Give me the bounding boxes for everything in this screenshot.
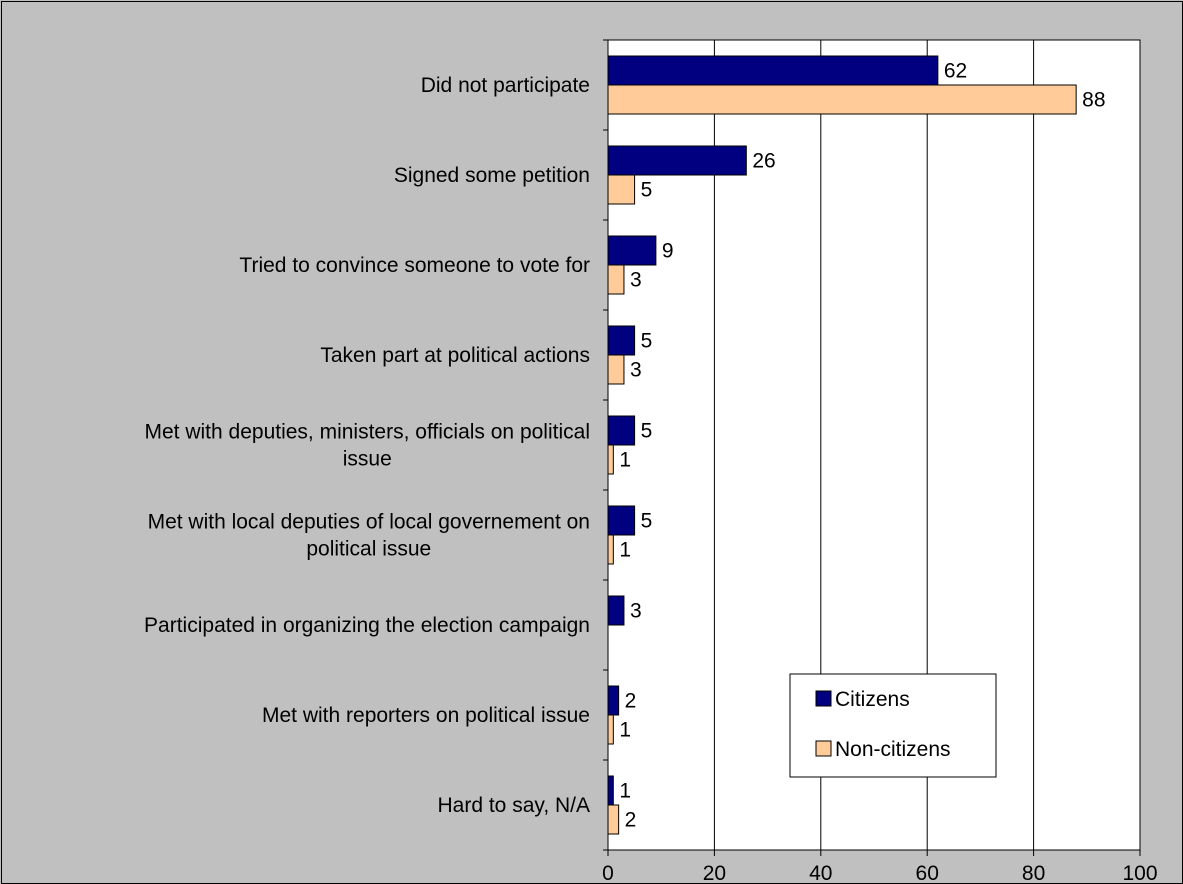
data-label: 3 [630, 600, 642, 623]
x-tick-label: 20 [703, 862, 726, 883]
data-label: 3 [630, 269, 642, 292]
x-tick-label: 0 [602, 862, 614, 883]
bar-citizens [607, 145, 747, 176]
bar-citizens [607, 55, 939, 86]
data-label: 62 [944, 60, 967, 83]
bar-non-citizens [607, 714, 614, 745]
bar-non-citizens [607, 264, 625, 295]
legend-swatch [815, 740, 832, 757]
data-label: 1 [619, 719, 631, 742]
bar-citizens [607, 595, 625, 626]
legend-swatch [815, 690, 832, 707]
bar-citizens [607, 415, 636, 446]
legend-label: Citizens [835, 688, 910, 711]
data-label: 88 [1082, 89, 1105, 112]
x-tick-label: 100 [1122, 862, 1157, 883]
x-tick-label: 40 [809, 862, 832, 883]
data-label: 2 [625, 809, 637, 832]
category-label: Participated in organizing the election … [144, 614, 590, 637]
data-label: 1 [619, 449, 631, 472]
category-label: Hard to say, N/A [438, 794, 591, 817]
data-label: 5 [641, 420, 653, 443]
data-label: 9 [662, 240, 674, 263]
data-label: 2 [625, 690, 637, 713]
category-label: Tried to convince someone to vote for [239, 254, 590, 277]
data-label: 3 [630, 359, 642, 382]
category-label: Signed some petition [394, 164, 590, 187]
bar-non-citizens [607, 804, 620, 835]
data-label: 1 [619, 539, 631, 562]
data-label: 26 [752, 150, 775, 173]
bar-non-citizens [607, 84, 1077, 115]
data-label: 1 [619, 780, 631, 803]
bar-non-citizens [607, 444, 614, 475]
category-label: Met with reporters on political issue [262, 704, 590, 727]
category-label: Did not participate [421, 74, 590, 97]
data-label: 5 [641, 330, 653, 353]
bar-non-citizens [607, 354, 625, 385]
category-label: Met with deputies, ministers, officials … [145, 421, 590, 471]
bar-citizens [607, 325, 636, 356]
bar-citizens [607, 505, 636, 536]
data-label: 5 [641, 510, 653, 533]
category-label: Met with local deputies of local governe… [148, 511, 590, 561]
bar-citizens [607, 235, 657, 266]
x-tick-label: 60 [916, 862, 939, 883]
bar-non-citizens [607, 534, 614, 565]
category-label: Taken part at political actions [320, 344, 590, 367]
bar-non-citizens [607, 174, 636, 205]
bar-citizens [607, 685, 620, 716]
legend-label: Non-citizens [835, 738, 951, 761]
data-label: 5 [641, 179, 653, 202]
x-tick-label: 80 [1022, 862, 1045, 883]
bar-citizens [607, 775, 614, 806]
